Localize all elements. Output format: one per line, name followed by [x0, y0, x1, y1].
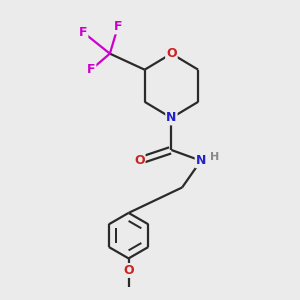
Text: O: O — [123, 264, 134, 277]
Text: F: F — [79, 26, 87, 39]
Text: F: F — [114, 20, 122, 33]
Text: N: N — [166, 111, 177, 124]
Text: O: O — [134, 154, 145, 167]
Text: N: N — [196, 154, 206, 167]
Text: O: O — [166, 47, 177, 60]
Text: H: H — [210, 152, 220, 162]
Text: F: F — [87, 63, 95, 76]
